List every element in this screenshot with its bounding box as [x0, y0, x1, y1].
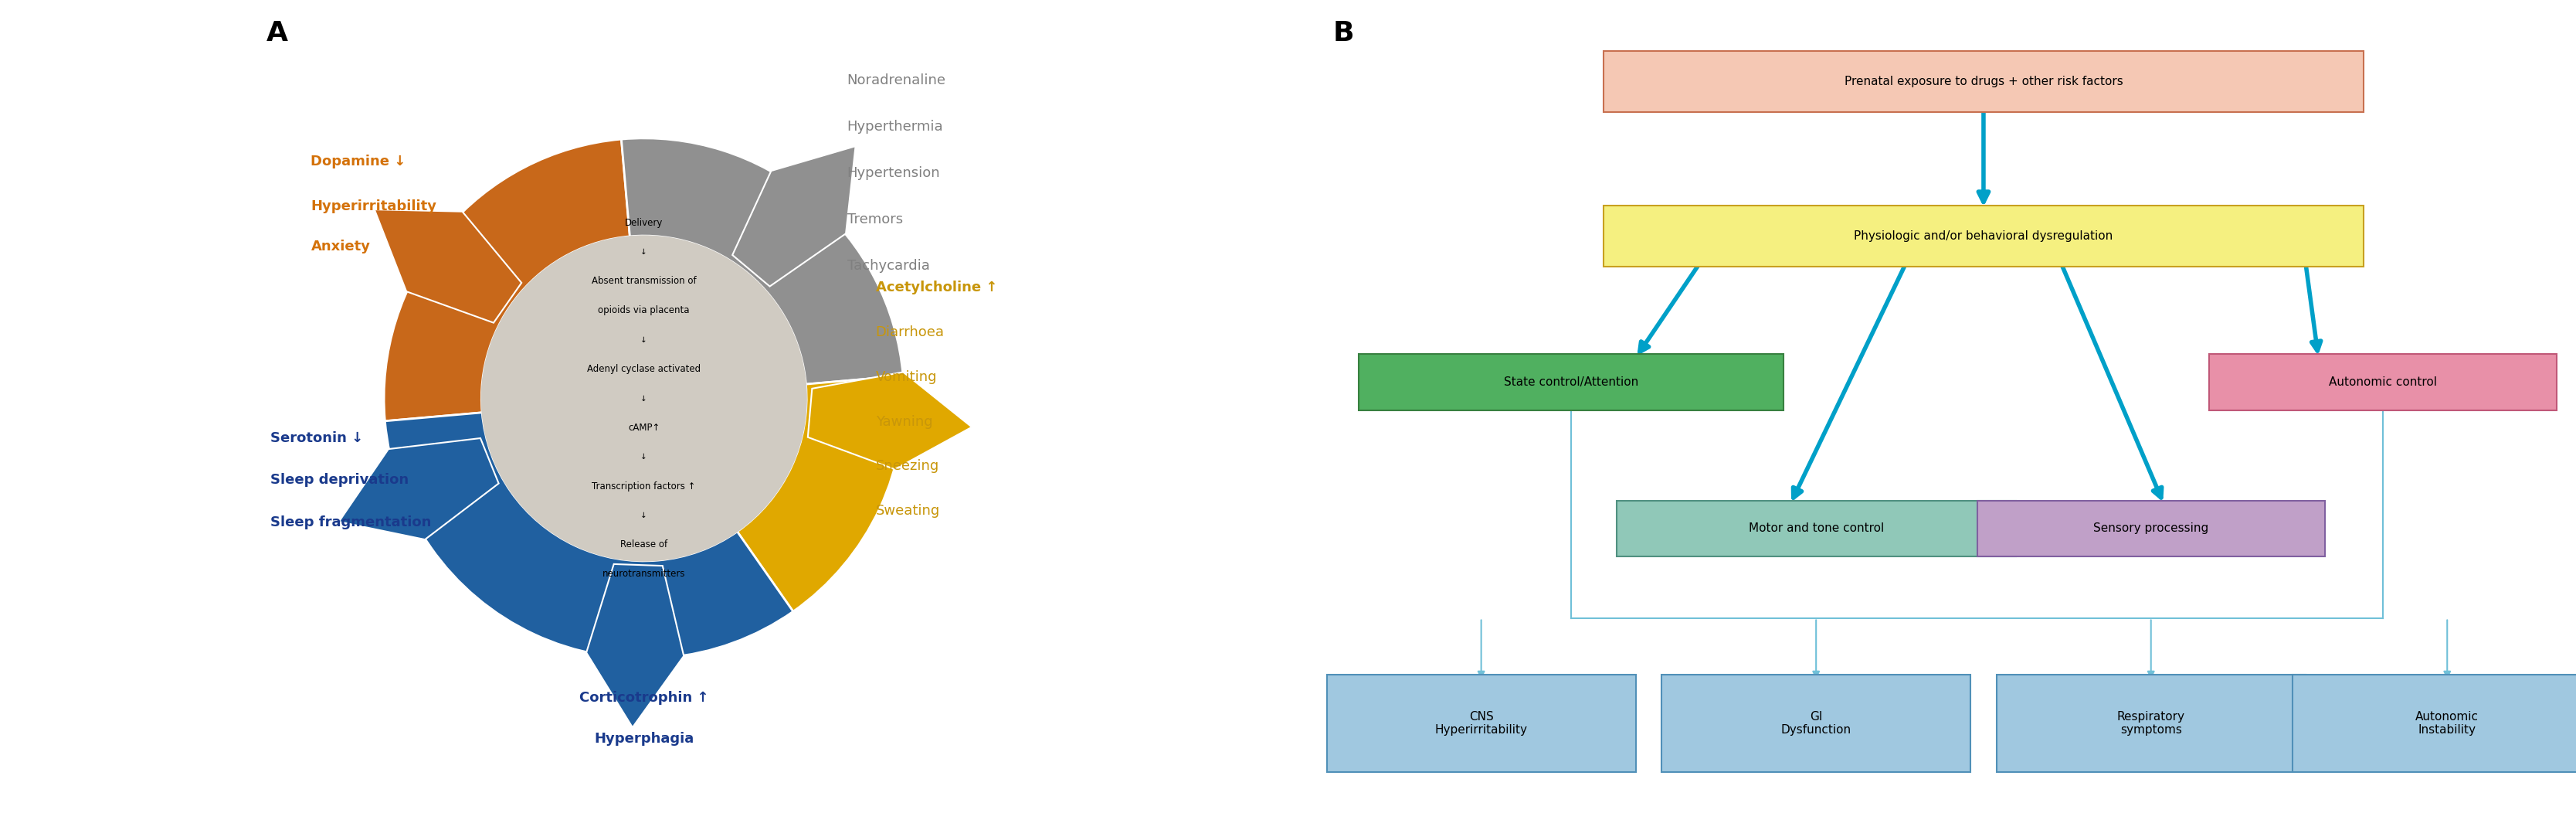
Text: ↓: ↓ [641, 511, 647, 520]
Polygon shape [732, 146, 855, 286]
Text: Hypertension: Hypertension [848, 166, 940, 180]
Text: GI
Dysfunction: GI Dysfunction [1780, 711, 1852, 736]
Text: neurotransmitters: neurotransmitters [603, 569, 685, 579]
Wedge shape [621, 138, 904, 385]
Text: Anxiety: Anxiety [312, 240, 371, 254]
Text: Dopamine ↓: Dopamine ↓ [312, 154, 407, 168]
Text: Hyperthermia: Hyperthermia [848, 120, 943, 133]
Wedge shape [384, 412, 793, 659]
Text: A: A [265, 20, 289, 46]
Circle shape [482, 236, 806, 561]
Text: Adenyl cyclase activated: Adenyl cyclase activated [587, 364, 701, 374]
FancyBboxPatch shape [1602, 50, 2365, 111]
Text: cAMP↑: cAMP↑ [629, 423, 659, 433]
Text: Motor and tone control: Motor and tone control [1749, 523, 1883, 534]
FancyBboxPatch shape [2293, 675, 2576, 772]
FancyBboxPatch shape [1618, 501, 2014, 556]
Text: Tremors: Tremors [848, 212, 902, 226]
Text: Serotonin ↓: Serotonin ↓ [270, 431, 363, 445]
Text: ↓: ↓ [641, 394, 647, 402]
Text: B: B [1334, 20, 1355, 46]
FancyBboxPatch shape [1996, 675, 2306, 772]
Text: Sweating: Sweating [876, 504, 940, 518]
Text: Hyperphagia: Hyperphagia [595, 732, 693, 746]
Text: Corticotrophin ↑: Corticotrophin ↑ [580, 691, 708, 705]
Text: ↓: ↓ [641, 453, 647, 461]
Wedge shape [737, 376, 904, 611]
Polygon shape [809, 372, 971, 469]
Text: Autonomic
Instability: Autonomic Instability [2416, 711, 2478, 736]
Text: CNS
Hyperirritability: CNS Hyperirritability [1435, 711, 1528, 736]
Text: Diarrhoea: Diarrhoea [876, 325, 945, 339]
Text: Hyperirritability: Hyperirritability [312, 199, 438, 213]
Text: Tachycardia: Tachycardia [848, 259, 930, 272]
Text: Absent transmission of: Absent transmission of [592, 276, 696, 286]
Text: opioids via placenta: opioids via placenta [598, 306, 690, 315]
Text: Delivery: Delivery [626, 218, 662, 228]
Text: Yawning: Yawning [876, 415, 933, 428]
Text: Transcription factors ↑: Transcription factors ↑ [592, 481, 696, 491]
Text: Acetylcholine ↑: Acetylcholine ↑ [876, 280, 997, 294]
Text: Sensory processing: Sensory processing [2094, 523, 2208, 534]
FancyBboxPatch shape [1978, 501, 2324, 556]
Text: ↓: ↓ [641, 248, 647, 256]
Text: Release of: Release of [621, 540, 667, 550]
Polygon shape [374, 210, 520, 323]
Text: Sneezing: Sneezing [876, 459, 940, 473]
Text: Physiologic and/or behavioral dysregulation: Physiologic and/or behavioral dysregulat… [1855, 230, 2112, 241]
Text: Sleep deprivation: Sleep deprivation [270, 473, 410, 487]
Text: Prenatal exposure to drugs + other risk factors: Prenatal exposure to drugs + other risk … [1844, 76, 2123, 87]
Polygon shape [340, 438, 500, 540]
Text: ↓: ↓ [641, 336, 647, 344]
FancyBboxPatch shape [2208, 354, 2555, 411]
Text: Sleep fragmentation: Sleep fragmentation [270, 515, 430, 529]
Text: Noradrenaline: Noradrenaline [848, 73, 945, 87]
Text: Vomiting: Vomiting [876, 370, 938, 384]
FancyBboxPatch shape [1662, 675, 1971, 772]
Wedge shape [384, 139, 631, 421]
Text: State control/Attention: State control/Attention [1504, 376, 1638, 388]
FancyBboxPatch shape [1602, 205, 2365, 267]
FancyBboxPatch shape [1327, 675, 1636, 772]
Polygon shape [587, 564, 683, 728]
Text: Respiratory
symptoms: Respiratory symptoms [2117, 711, 2184, 736]
FancyBboxPatch shape [1360, 354, 1783, 411]
Text: Autonomic control: Autonomic control [2329, 376, 2437, 388]
